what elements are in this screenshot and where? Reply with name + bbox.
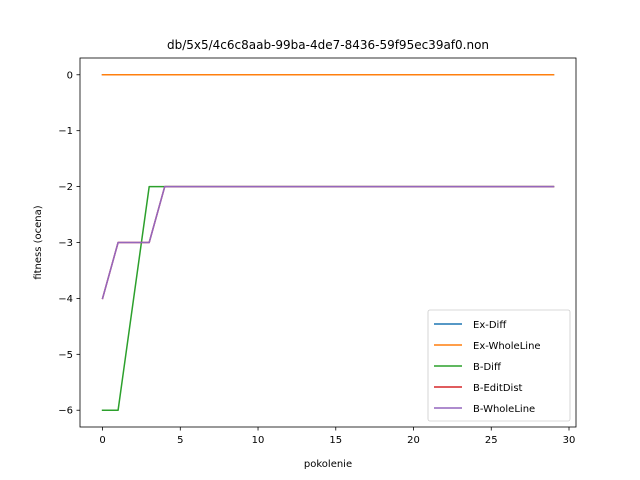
y-tick-label: −5 [58,350,73,361]
legend-label: Ex-WholeLine [473,341,541,352]
legend-box [427,309,571,422]
y-tick-label: −4 [58,294,73,305]
legend-label: B-Diff [473,362,502,373]
y-axis: 0 −1 −2 −3 −4 −5 −6 [58,70,80,417]
y-tick-label: −3 [58,238,73,249]
chart-title: db/5x5/4c6c8aab-99ba-4de7-8436-59f95ec39… [167,38,489,52]
x-tick-label: 30 [563,435,576,446]
x-tick-label: 25 [485,435,498,446]
x-tick-label: 10 [252,435,265,446]
x-axis: 0 5 10 15 20 25 30 [99,427,575,446]
y-tick-label: −6 [58,406,73,417]
x-tick-label: 0 [99,435,105,446]
legend-label: Ex-Diff [473,320,507,331]
series-line-b-wholeline [101,185,555,300]
x-axis-label: pokolenie [304,459,352,470]
series-layer [101,74,555,411]
legend: Ex-Diff Ex-WholeLine B-Diff B-EditDist B-Who… [427,309,571,422]
x-tick-label: 5 [177,435,183,446]
y-tick-label: −1 [58,126,73,137]
y-axis-label: fitness (ocena) [33,205,44,279]
legend-label: B-EditDist [473,383,523,394]
x-tick-label: 15 [329,435,342,446]
y-tick-label: 0 [67,70,73,81]
legend-label: B-WholeLine [473,404,535,415]
y-tick-label: −2 [58,182,73,193]
x-tick-label: 20 [407,435,420,446]
